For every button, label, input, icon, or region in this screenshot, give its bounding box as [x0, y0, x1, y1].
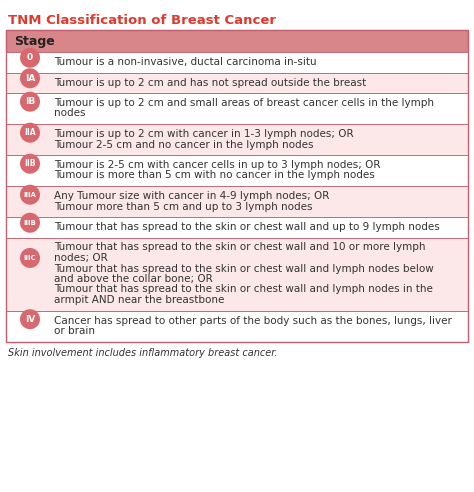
Text: nodes: nodes — [54, 109, 85, 119]
Circle shape — [20, 309, 40, 329]
Circle shape — [20, 48, 40, 68]
Bar — [6, 124, 468, 155]
Text: TNM Classification of Breast Cancer: TNM Classification of Breast Cancer — [8, 14, 276, 27]
Text: Tumour is up to 2 cm and small areas of breast cancer cells in the lymph: Tumour is up to 2 cm and small areas of … — [54, 98, 434, 108]
Text: 0: 0 — [27, 53, 33, 62]
Text: Tumour is up to 2 cm and has not spread outside the breast: Tumour is up to 2 cm and has not spread … — [54, 78, 366, 88]
Bar — [6, 217, 468, 238]
Text: IIB: IIB — [24, 159, 36, 168]
Text: IA: IA — [25, 74, 35, 83]
Text: Tumour that has spread to the skin or chest wall and lymph nodes below: Tumour that has spread to the skin or ch… — [54, 264, 434, 274]
Bar — [6, 238, 468, 310]
Text: IB: IB — [25, 97, 35, 106]
Text: IIIA: IIIA — [24, 192, 36, 198]
Text: Tumour that has spread to the skin or chest wall and 10 or more lymph: Tumour that has spread to the skin or ch… — [54, 243, 426, 252]
Bar — [6, 155, 468, 186]
Text: IIA: IIA — [24, 128, 36, 137]
Text: IIIB: IIIB — [24, 220, 36, 226]
Text: Tumour is up to 2 cm with cancer in 1-3 lymph nodes; OR: Tumour is up to 2 cm with cancer in 1-3 … — [54, 129, 354, 139]
Text: Tumour is a non-invasive, ductal carcinoma in-situ: Tumour is a non-invasive, ductal carcino… — [54, 57, 317, 67]
Text: IV: IV — [25, 315, 35, 324]
Text: and above the collar bone; OR: and above the collar bone; OR — [54, 274, 213, 284]
Circle shape — [20, 248, 40, 268]
Text: Tumour that has spread to the skin or chest wall and lymph nodes in the: Tumour that has spread to the skin or ch… — [54, 284, 433, 295]
Text: IIIC: IIIC — [24, 255, 36, 261]
Bar — [6, 310, 468, 341]
Text: Tumour is more than 5 cm with no cancer in the lymph nodes: Tumour is more than 5 cm with no cancer … — [54, 171, 375, 181]
Circle shape — [20, 184, 40, 205]
Circle shape — [20, 213, 40, 233]
Text: Tumour more than 5 cm and up to 3 lymph nodes: Tumour more than 5 cm and up to 3 lymph … — [54, 202, 312, 212]
Bar — [6, 30, 468, 341]
Text: Tumour 2-5 cm and no cancer in the lymph nodes: Tumour 2-5 cm and no cancer in the lymph… — [54, 140, 313, 150]
Bar — [6, 30, 468, 52]
Text: Skin involvement includes inflammatory breast cancer.: Skin involvement includes inflammatory b… — [8, 347, 277, 358]
Text: or brain: or brain — [54, 326, 95, 336]
Text: Stage: Stage — [14, 34, 55, 48]
Bar — [6, 186, 468, 217]
Text: Cancer has spread to other parts of the body such as the bones, lungs, liver: Cancer has spread to other parts of the … — [54, 315, 452, 326]
Text: nodes; OR: nodes; OR — [54, 253, 108, 263]
Bar — [6, 52, 468, 72]
Text: armpit AND near the breastbone: armpit AND near the breastbone — [54, 295, 224, 305]
Bar — [6, 72, 468, 93]
Circle shape — [20, 92, 40, 112]
Bar — [6, 93, 468, 124]
Text: Tumour is 2-5 cm with cancer cells in up to 3 lymph nodes; OR: Tumour is 2-5 cm with cancer cells in up… — [54, 160, 381, 170]
Circle shape — [20, 123, 40, 143]
Circle shape — [20, 68, 40, 88]
Text: Any Tumour size with cancer in 4-9 lymph nodes; OR: Any Tumour size with cancer in 4-9 lymph… — [54, 191, 329, 201]
Text: Tumour that has spread to the skin or chest wall and up to 9 lymph nodes: Tumour that has spread to the skin or ch… — [54, 222, 440, 232]
Circle shape — [20, 154, 40, 174]
